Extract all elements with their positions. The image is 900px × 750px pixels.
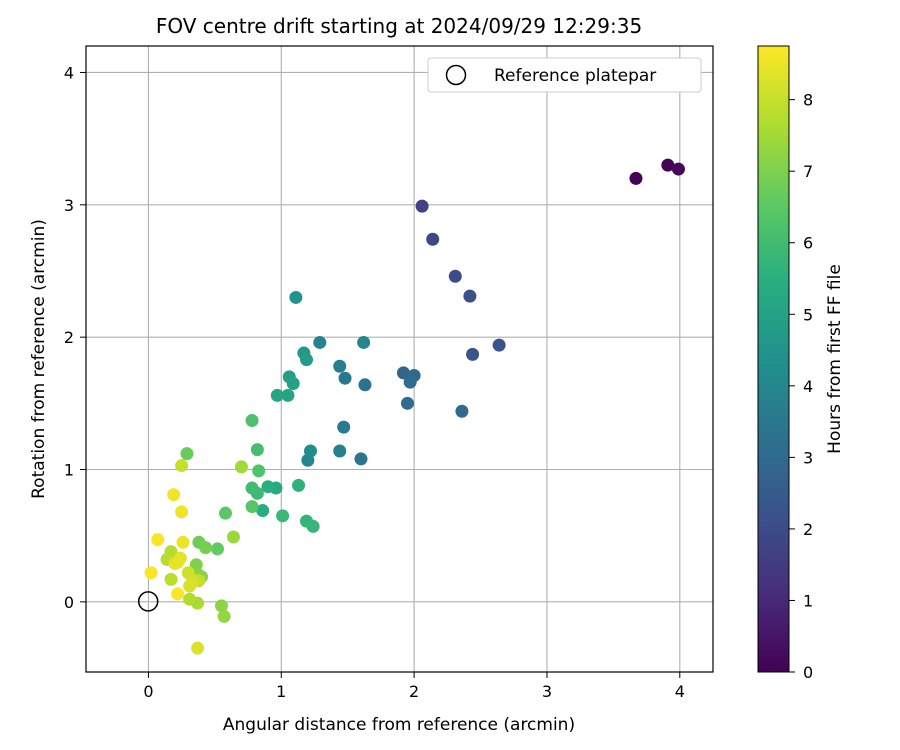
data-point: [337, 420, 351, 434]
grid: [86, 46, 713, 672]
legend-marker-icon: [445, 64, 467, 86]
x-tick-label: 2: [409, 682, 419, 701]
colorbar-tick-label: 3: [803, 448, 813, 467]
x-tick-label: 0: [143, 682, 153, 701]
data-point: [226, 530, 240, 544]
data-point: [448, 269, 462, 283]
data-point: [426, 232, 440, 246]
data-point: [256, 504, 270, 518]
data-point: [144, 566, 158, 580]
data-point: [415, 199, 429, 213]
data-point: [357, 335, 371, 349]
colorbar-tick-label: 7: [803, 162, 813, 181]
data-point: [281, 388, 295, 402]
x-axis-label: Angular distance from reference (arcmin): [223, 715, 575, 735]
data-point: [463, 289, 477, 303]
data-point: [214, 599, 228, 613]
colorbar-tick-label: 6: [803, 234, 813, 253]
data-point: [250, 443, 264, 457]
data-point: [313, 335, 327, 349]
y-tick-label: 3: [64, 196, 74, 215]
data-point: [176, 535, 190, 549]
data-point: [245, 414, 259, 428]
data-point: [270, 388, 284, 402]
legend: Reference platepar: [427, 57, 702, 93]
data-point: [286, 376, 300, 390]
data-point: [466, 347, 480, 361]
y-tick-label: 0: [64, 593, 74, 612]
data-point: [245, 500, 259, 514]
data-point: [191, 641, 205, 655]
data-point: [492, 338, 506, 352]
data-point: [333, 359, 347, 373]
y-tick-label: 2: [64, 328, 74, 347]
data-point: [661, 158, 675, 172]
data-point: [252, 464, 266, 478]
data-point: [396, 366, 410, 380]
data-point: [276, 509, 290, 523]
data-point: [338, 371, 352, 385]
chart-title: FOV centre drift starting at 2024/09/29 …: [156, 14, 642, 38]
colorbar-label: Hours from first FF file: [825, 264, 845, 454]
data-point: [300, 353, 314, 367]
data-point: [354, 452, 368, 466]
x-tick-label: 4: [675, 682, 685, 701]
data-point: [183, 592, 197, 606]
data-point: [358, 378, 372, 392]
legend-label: Reference platepar: [494, 66, 656, 86]
colorbar-tick-label: 0: [803, 663, 813, 682]
colorbar-ticks: 0 1 2 3 4 5 6 7 8: [789, 91, 813, 682]
data-point: [403, 375, 417, 389]
data-point: [211, 542, 225, 556]
x-tick-label: 1: [276, 682, 286, 701]
y-axis-label: Rotation from reference (arcmin): [29, 219, 49, 499]
colorbar-tick-label: 5: [803, 305, 813, 324]
data-point: [180, 447, 194, 461]
y-tick-label: 4: [64, 63, 74, 82]
data-point: [303, 444, 317, 458]
data-point: [455, 404, 469, 418]
colorbar-gradient: [757, 45, 790, 673]
data-point: [167, 488, 181, 502]
colorbar-tick-label: 1: [803, 591, 813, 610]
data-point: [333, 444, 347, 458]
data-point: [245, 481, 259, 495]
data-point: [175, 459, 189, 473]
reference-platepar-marker: [137, 591, 159, 612]
data-point: [168, 556, 182, 570]
data-point: [261, 480, 275, 494]
data-point: [151, 533, 165, 547]
data-point: [629, 171, 643, 185]
x-axis-ticks: 0 1 2 3 4: [143, 672, 685, 701]
data-point: [175, 505, 189, 519]
colorbar-tick-label: 2: [803, 520, 813, 539]
data-point: [199, 541, 213, 555]
data-points: [144, 158, 685, 655]
legend-box: [427, 57, 702, 93]
data-point: [292, 478, 306, 492]
x-tick-label: 3: [542, 682, 552, 701]
data-point: [183, 579, 197, 593]
data-point: [306, 519, 320, 533]
data-point: [218, 506, 232, 520]
data-point: [171, 587, 185, 601]
y-axis-ticks: 0 1 2 3 4: [64, 63, 86, 612]
data-point: [164, 572, 178, 586]
colorbar-tick-label: 8: [803, 91, 813, 110]
data-point: [289, 290, 303, 304]
data-point: [671, 162, 685, 176]
colorbar-tick-label: 4: [803, 377, 813, 396]
data-point: [217, 609, 231, 623]
data-point: [400, 396, 414, 410]
y-tick-label: 1: [64, 461, 74, 480]
data-point: [234, 460, 248, 474]
plot-frame: [85, 45, 714, 673]
colorbar: 0 1 2 3 4 5 6 7 8 Hours from first FF file: [757, 45, 845, 682]
